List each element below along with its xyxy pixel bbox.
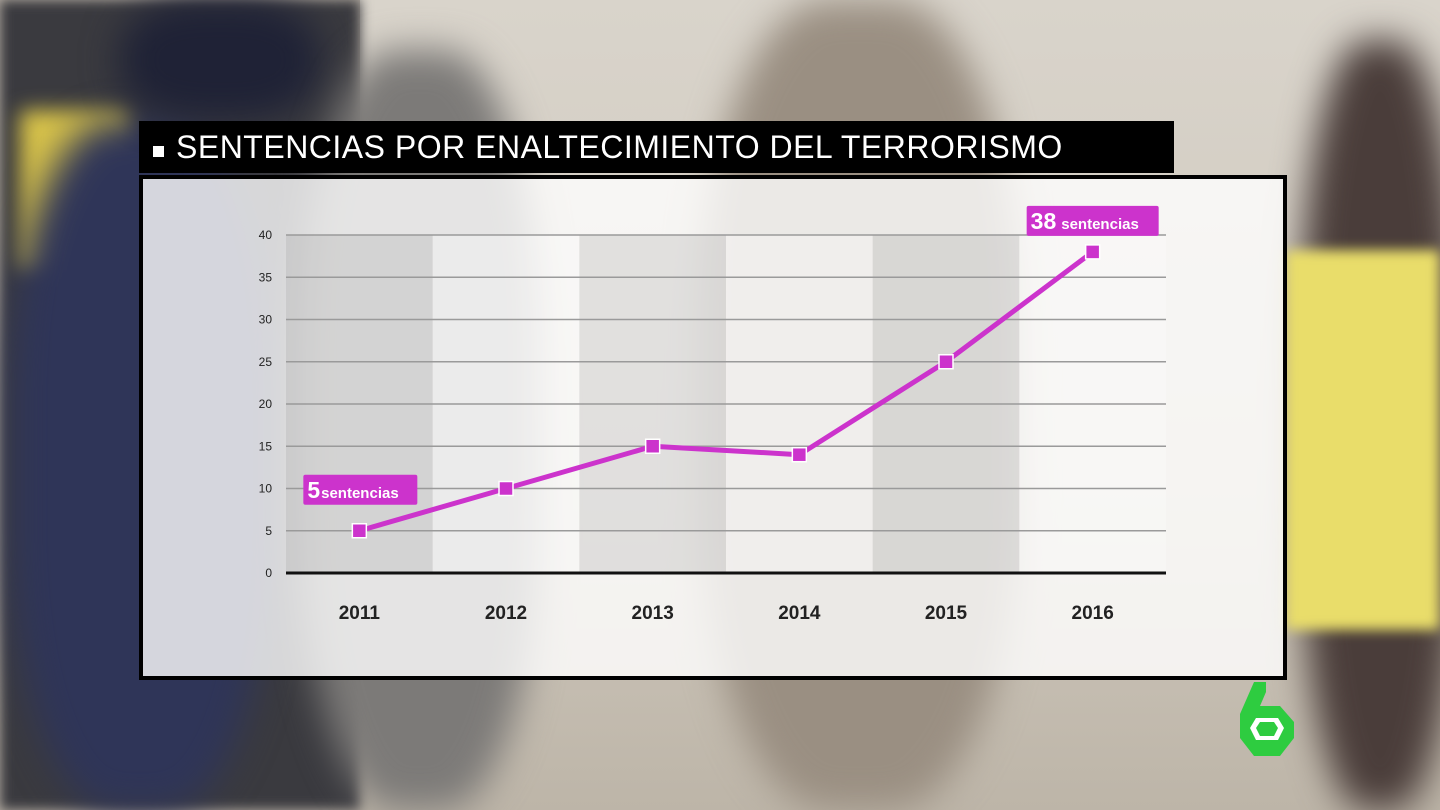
callout-box bbox=[1026, 205, 1159, 236]
series-line bbox=[358, 249, 1095, 534]
callout-box bbox=[303, 474, 418, 505]
data-point-marker bbox=[351, 523, 368, 539]
data-point-marker bbox=[791, 446, 808, 463]
y-tick-label: 15 bbox=[259, 439, 273, 453]
channel-six-logo-icon bbox=[1240, 682, 1294, 756]
y-tick-label: 25 bbox=[259, 355, 273, 369]
y-tick-label: 10 bbox=[259, 482, 273, 496]
background-officer-cap bbox=[120, 0, 320, 120]
data-point-marker bbox=[498, 480, 514, 497]
background-protest-sign bbox=[1285, 250, 1440, 630]
data-point-marker bbox=[1084, 244, 1101, 260]
x-tick-label: 2013 bbox=[632, 603, 674, 624]
y-tick-label: 5 bbox=[265, 524, 272, 538]
x-tick-label: 2016 bbox=[1072, 603, 1114, 624]
callout-number: 5 bbox=[307, 477, 320, 503]
callout-number: 38 bbox=[1031, 208, 1057, 234]
data-point-marker bbox=[938, 354, 954, 370]
y-tick-label: 20 bbox=[259, 397, 273, 411]
x-tick-label: 2015 bbox=[925, 603, 968, 624]
x-tick-label: 2011 bbox=[339, 603, 381, 624]
x-tick-label: 2014 bbox=[778, 603, 821, 624]
y-tick-label: 0 bbox=[265, 566, 272, 580]
data-point-marker bbox=[644, 438, 661, 454]
callout-label: 38 sentencias bbox=[1031, 208, 1139, 234]
callout-label: 5sentencias bbox=[307, 477, 398, 503]
callout-unit: sentencias bbox=[321, 485, 399, 502]
y-tick-label: 30 bbox=[259, 313, 273, 327]
y-tick-label: 40 bbox=[259, 228, 273, 242]
chart-title: SENTENCIAS POR ENALTECIMIENTO DEL TERROR… bbox=[176, 128, 1063, 165]
chart-title-bar: SENTENCIAS POR ENALTECIMIENTO DEL TERROR… bbox=[139, 121, 1174, 173]
y-tick-label: 35 bbox=[259, 270, 273, 284]
x-tick-label: 2012 bbox=[485, 603, 527, 624]
callout-unit: sentencias bbox=[1061, 216, 1139, 233]
title-bullet-icon bbox=[153, 146, 164, 157]
